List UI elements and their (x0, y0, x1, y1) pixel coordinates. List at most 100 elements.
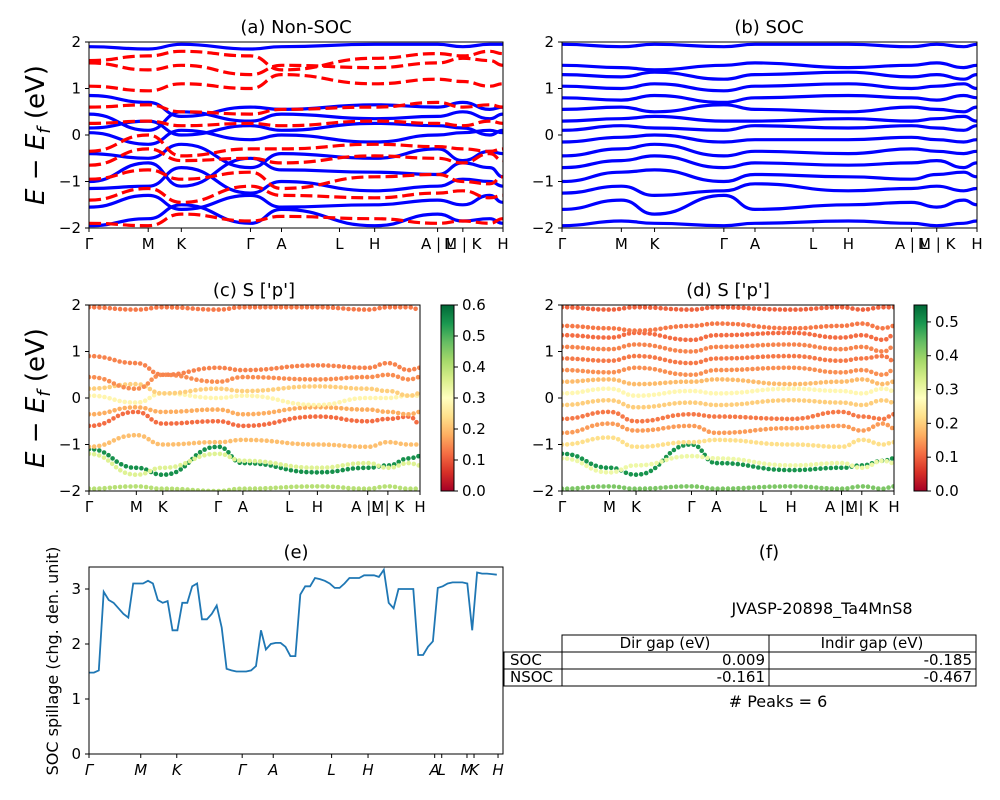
band-point (204, 407, 210, 413)
band-point (772, 325, 777, 331)
band-point (211, 488, 216, 491)
panel-c-ylabel: E − Ef (eV) (21, 328, 55, 468)
band-point (606, 335, 611, 340)
band-point (791, 398, 797, 403)
band-point (570, 402, 575, 407)
band-point (875, 422, 881, 427)
band-point (295, 401, 301, 407)
band-point (802, 331, 807, 336)
band-point (848, 334, 854, 339)
band-point (798, 307, 803, 312)
band-point (683, 337, 688, 343)
band-point (784, 416, 790, 422)
band-point (642, 305, 648, 310)
band-point (365, 407, 370, 412)
band-point (321, 442, 327, 447)
band-point (760, 399, 765, 404)
band-point (390, 389, 395, 394)
band-point (155, 371, 161, 377)
band-point (812, 367, 817, 373)
band-point (836, 409, 841, 415)
band-point (705, 455, 710, 461)
band-point (789, 425, 794, 431)
band-point (808, 484, 814, 490)
band-point (226, 420, 231, 426)
band-point (285, 399, 291, 405)
band-point (665, 441, 671, 447)
band-point (793, 484, 798, 489)
band-point (126, 433, 131, 439)
band-point (564, 416, 570, 422)
band-point (149, 377, 154, 383)
y-tick-label: 3 (71, 580, 81, 598)
x-tick-label: A (238, 498, 249, 516)
band-point (833, 370, 838, 375)
band-point (377, 484, 382, 490)
band-point (215, 407, 220, 412)
band-point (333, 415, 339, 421)
band-point (267, 421, 272, 427)
band-point (229, 387, 234, 393)
band-point (879, 349, 884, 354)
band-point (378, 395, 384, 401)
band-point (304, 465, 309, 470)
band-point (328, 376, 334, 382)
band-point (678, 379, 684, 385)
band-point (343, 385, 349, 391)
band-point (657, 380, 663, 386)
band-point (637, 305, 643, 310)
band-point (236, 423, 241, 428)
band-point (385, 409, 391, 415)
band-point (787, 326, 793, 331)
band-point (349, 375, 354, 380)
band-point (212, 365, 217, 371)
band-point (822, 369, 828, 374)
band-point (745, 355, 750, 361)
band-point (828, 465, 834, 471)
band-point (415, 374, 420, 380)
band-point (284, 364, 290, 370)
band-point (169, 471, 174, 477)
colorbar-tick-label: 0.4 (462, 358, 486, 376)
band-point (689, 323, 694, 329)
band-point (293, 468, 299, 474)
band-point (221, 307, 227, 312)
band-point (228, 438, 233, 444)
band-point (207, 445, 212, 451)
band-point (653, 485, 658, 491)
band-point (658, 485, 663, 491)
band-point (777, 325, 782, 331)
band-point (744, 389, 750, 395)
band-point (227, 366, 233, 372)
band-point (141, 434, 147, 439)
band-point (138, 400, 143, 405)
band-point (865, 377, 870, 383)
band-point (611, 377, 617, 382)
band-point (575, 305, 580, 311)
band-point (106, 452, 111, 458)
band-point (392, 305, 398, 310)
band-point (296, 384, 302, 390)
band-point (850, 306, 855, 311)
band-point (188, 388, 193, 394)
band-point (625, 403, 631, 409)
band-point (859, 465, 865, 471)
band-point (843, 369, 849, 375)
band-point (102, 305, 107, 311)
x-tick-label: A (750, 235, 761, 253)
band-point (89, 444, 92, 450)
band-point (575, 415, 580, 420)
band-point (691, 412, 696, 417)
band-point (139, 465, 144, 471)
band-point (282, 407, 287, 413)
x-tick-label: Γ (687, 498, 696, 516)
band-point (208, 386, 214, 392)
band-point (359, 374, 365, 380)
band-point (673, 484, 679, 490)
band-point (159, 305, 164, 310)
band-point (713, 356, 719, 361)
band-line (562, 182, 977, 198)
band-line (89, 56, 503, 77)
band-point (732, 430, 737, 435)
band-point (860, 307, 866, 312)
